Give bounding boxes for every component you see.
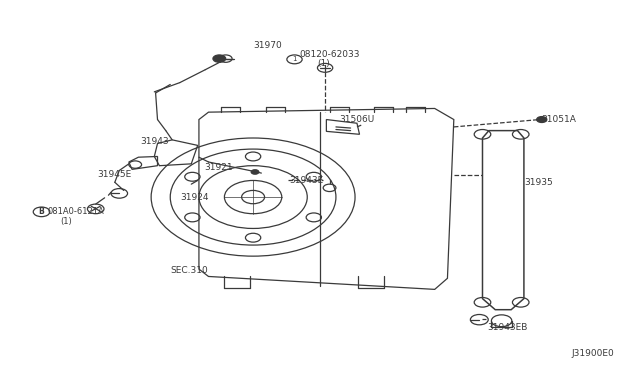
Circle shape [213, 55, 226, 62]
Text: J31900E0: J31900E0 [572, 350, 614, 359]
Text: 081A0-6121A: 081A0-6121A [47, 207, 104, 217]
Text: 31945E: 31945E [97, 170, 131, 179]
Text: B: B [38, 207, 44, 217]
Text: 31943E: 31943E [289, 176, 324, 185]
Text: 31051A: 31051A [541, 115, 577, 124]
Circle shape [251, 170, 259, 174]
Text: (1): (1) [317, 58, 330, 68]
Text: 31943EB: 31943EB [487, 323, 527, 331]
Text: 31506U: 31506U [339, 115, 374, 124]
Text: 08120-62033: 08120-62033 [300, 51, 360, 60]
Text: 31970: 31970 [253, 41, 282, 50]
Circle shape [537, 116, 547, 122]
Text: SEC.310: SEC.310 [170, 266, 208, 275]
Text: (1): (1) [61, 217, 72, 225]
Text: 31921: 31921 [204, 163, 233, 172]
Text: 31943: 31943 [140, 137, 169, 146]
Text: 31924: 31924 [180, 193, 208, 202]
Text: 31935: 31935 [524, 178, 553, 187]
Text: 1: 1 [292, 56, 297, 62]
